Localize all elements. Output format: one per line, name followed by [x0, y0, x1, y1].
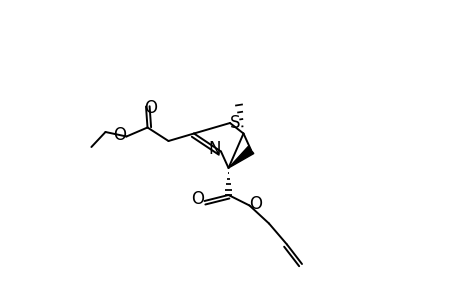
Text: O: O — [249, 195, 262, 213]
Polygon shape — [228, 146, 253, 168]
Text: S: S — [230, 114, 240, 132]
Text: O: O — [191, 190, 204, 208]
Text: O: O — [144, 99, 157, 117]
Text: N: N — [208, 140, 221, 158]
Text: O: O — [113, 126, 126, 144]
